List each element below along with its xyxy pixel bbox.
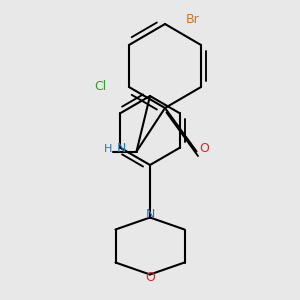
Text: O: O (200, 142, 209, 155)
Text: H: H (104, 143, 112, 154)
Text: Cl: Cl (94, 80, 106, 94)
Text: O: O (145, 271, 155, 284)
Text: N: N (117, 142, 126, 155)
Text: N: N (145, 208, 155, 221)
Text: Br: Br (186, 13, 200, 26)
